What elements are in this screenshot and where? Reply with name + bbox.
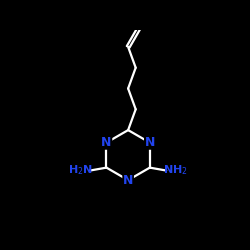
Text: H$_2$N: H$_2$N <box>68 164 92 177</box>
Text: N: N <box>144 136 155 149</box>
Text: N: N <box>101 136 112 149</box>
Text: NH$_2$: NH$_2$ <box>163 164 188 177</box>
Text: N: N <box>123 174 133 187</box>
